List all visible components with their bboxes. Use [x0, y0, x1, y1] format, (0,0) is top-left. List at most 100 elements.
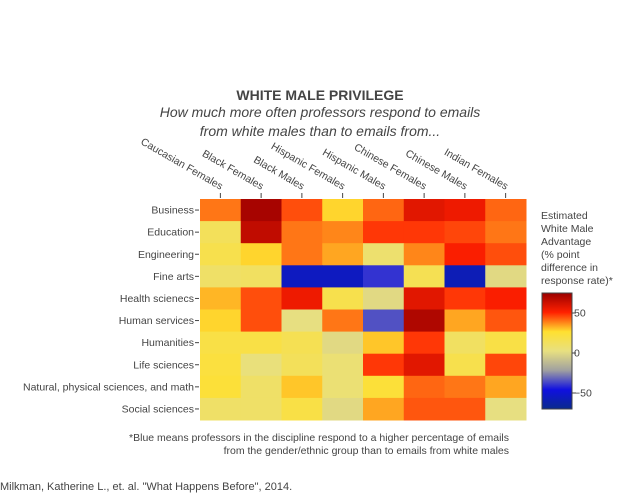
- y-tick-label: Engineering: [138, 249, 194, 261]
- heatmap-cell: [322, 243, 364, 266]
- heatmap-cell: [240, 243, 282, 266]
- heatmap-cell: [485, 375, 527, 399]
- y-tick-label: Fine arts: [153, 271, 194, 283]
- heatmap-cell: [485, 397, 527, 421]
- chart-subtitle-line-1: How much more often professors respond t…: [159, 104, 481, 120]
- source-citation: Milkman, Katherine L., et. al. "What Hap…: [0, 481, 293, 493]
- colorbar-tick-label: −50: [574, 388, 592, 400]
- heatmap-cell: [444, 353, 486, 377]
- heatmap-cell: [281, 397, 323, 421]
- heatmap-cell: [363, 265, 405, 288]
- heatmap-cell: [363, 397, 405, 421]
- heatmap-cell: [322, 309, 364, 333]
- heatmap-cell: [322, 221, 364, 244]
- heatmap-cell: [485, 265, 527, 288]
- colorbar-tick-label: 0: [574, 348, 580, 360]
- heatmap-cell: [322, 199, 364, 222]
- footnote-line-1: *Blue means professors in the discipline…: [129, 432, 509, 444]
- heatmap-cell: [281, 221, 323, 244]
- heatmap-cell: [281, 287, 323, 310]
- heatmap-cell: [444, 397, 486, 421]
- heatmap-cell: [240, 375, 282, 399]
- colorbar-title: Estimated White Male Advantage (% point …: [541, 210, 613, 287]
- heatmap-cell: [240, 353, 282, 377]
- heatmap-cell: [444, 243, 486, 266]
- heatmap-cell: [363, 309, 405, 333]
- heatmap-cell: [281, 199, 323, 222]
- heatmap-cell: [403, 199, 445, 222]
- heatmap-cell: [200, 221, 242, 244]
- y-tick-label: Social sciences: [122, 403, 194, 415]
- heatmap-cell: [200, 331, 242, 355]
- heatmap-cell: [322, 265, 364, 288]
- heatmap-cell: [200, 353, 242, 377]
- heatmap-cell: [200, 199, 242, 222]
- heatmap-cell: [281, 265, 323, 288]
- heatmap-cell: [200, 397, 242, 421]
- heatmap-cell: [403, 397, 445, 421]
- heatmap-cell: [240, 287, 282, 310]
- heatmap-cell: [403, 331, 445, 355]
- heatmap-cell: [485, 287, 527, 310]
- heatmap-cell: [281, 353, 323, 377]
- heatmap-cell: [200, 243, 242, 266]
- heatmap-cell: [403, 309, 445, 333]
- y-tick-label: Education: [147, 227, 194, 239]
- heatmap-cell: [485, 331, 527, 355]
- y-tick-label: Humanities: [141, 337, 194, 349]
- y-tick-label: Health scienecs: [120, 293, 194, 305]
- colorbar-tick-label: 50: [574, 308, 586, 320]
- heatmap-cell: [240, 199, 282, 222]
- heatmap-cell: [200, 265, 242, 288]
- heatmap-cell: [322, 397, 364, 421]
- heatmap-cell: [444, 331, 486, 355]
- heatmap-cell: [240, 397, 282, 421]
- heatmap-cell: [485, 353, 527, 377]
- y-tick-label: Life sciences: [133, 359, 194, 371]
- heatmap-cell: [322, 353, 364, 377]
- heatmap-cell: [363, 353, 405, 377]
- heatmap-cell: [240, 265, 282, 288]
- heatmap-cell: [200, 287, 242, 310]
- y-tick-label: Human services: [119, 315, 194, 327]
- heatmap-cell: [485, 199, 527, 222]
- heatmap-cell: [281, 243, 323, 266]
- heatmap-cell: [363, 199, 405, 222]
- heatmap-cell: [485, 309, 527, 333]
- y-tick-label: Business: [151, 205, 194, 217]
- heatmap-cell: [403, 353, 445, 377]
- heatmap-cell: [444, 221, 486, 244]
- heatmap-cell: [444, 309, 486, 333]
- heatmap-cell: [485, 243, 527, 266]
- chart-subtitle-line-2: from white males than to emails from...: [199, 123, 441, 139]
- colorbar: [541, 292, 573, 410]
- heatmap-cell: [403, 375, 445, 399]
- heatmap-cell: [281, 309, 323, 333]
- heatmap-cell: [322, 331, 364, 355]
- footnote-line-2: from the gender/ethnic group than to ema…: [223, 445, 509, 457]
- heatmap-cell: [363, 243, 405, 266]
- heatmap-cell: [240, 331, 282, 355]
- heatmap-cell: [240, 309, 282, 333]
- heatmap-cell: [200, 375, 242, 399]
- heatmap-cell: [363, 375, 405, 399]
- heatmap-cell: [240, 221, 282, 244]
- heatmap-cell: [444, 375, 486, 399]
- heatmap-cell: [281, 375, 323, 399]
- heatmap-cell: [444, 287, 486, 310]
- heatmap-cell: [322, 375, 364, 399]
- y-tick-label: Natural, physical sciences, and math: [23, 381, 194, 393]
- heatmap-cell: [403, 265, 445, 288]
- heatmap-cell: [403, 221, 445, 244]
- heatmap-cell: [363, 221, 405, 244]
- heatmap-cell: [363, 287, 405, 310]
- heatmap-cell: [200, 309, 242, 333]
- heatmap-cell: [444, 199, 486, 222]
- heatmap-cell: [363, 331, 405, 355]
- heatmap-cell: [322, 287, 364, 310]
- heatmap-cell: [403, 243, 445, 266]
- heatmap-cell: [444, 265, 486, 288]
- chart-title: WHITE MALE PRIVILEGE: [236, 87, 404, 103]
